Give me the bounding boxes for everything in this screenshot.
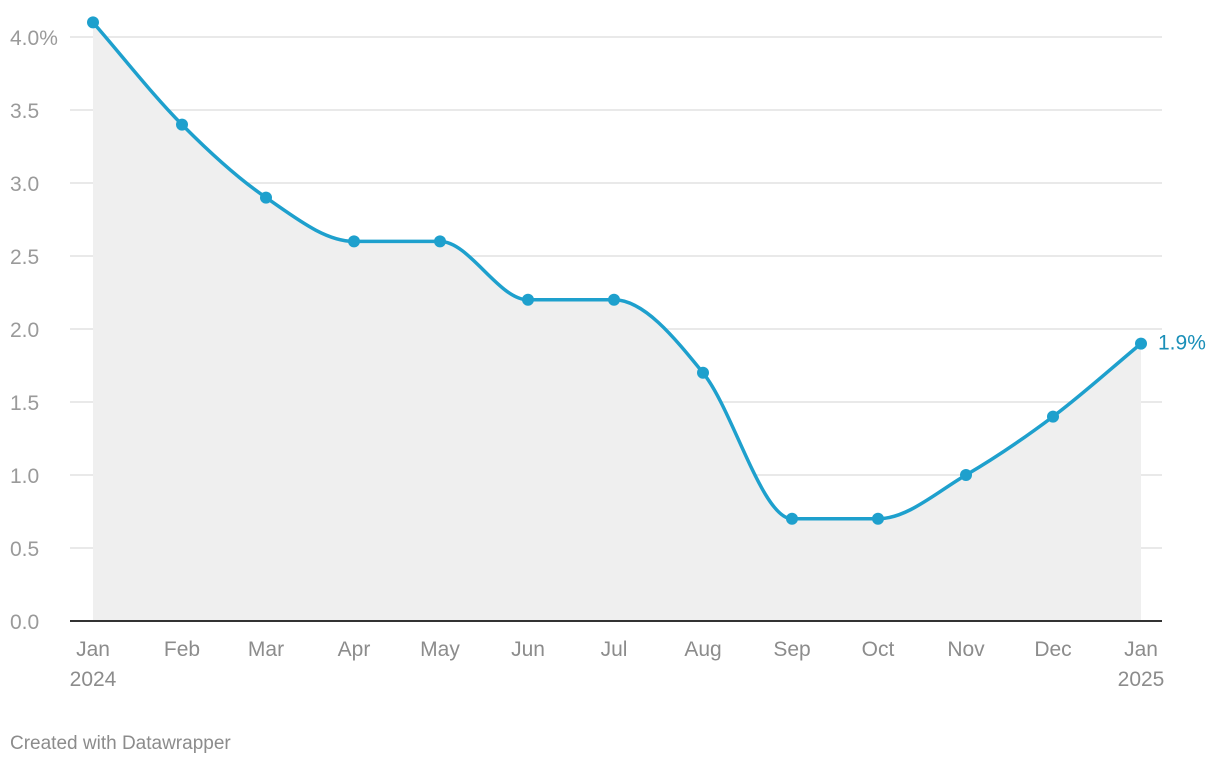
- x-tick-label: Jan: [1124, 638, 1158, 661]
- x-tick-label: Jun: [511, 638, 545, 661]
- data-point: [87, 16, 99, 29]
- x-tick-label: Aug: [684, 638, 721, 661]
- x-tick-label: Jul: [601, 638, 628, 661]
- y-tick-label: 2.0: [10, 319, 39, 342]
- y-tick-label: 3.5: [10, 100, 39, 123]
- x-tick-label: Mar: [248, 638, 284, 661]
- data-point: [786, 512, 798, 525]
- x-axis-tick-labels: Jan 2024 Feb Mar Apr May Jun Jul Aug Sep Oct Nov Dec…: [70, 638, 1165, 691]
- x-tick-label: Dec: [1034, 638, 1071, 661]
- y-tick-label: 0.5: [10, 538, 39, 561]
- end-value-label: 1.9%: [1158, 332, 1206, 355]
- data-point: [434, 235, 446, 248]
- x-tick-label: Sep: [773, 638, 810, 661]
- line-chart: 0.0 0.5 1.0 1.5 2.0 2.5 3.0 3.5 4.0% Jan 2024 Feb M…: [10, 16, 1206, 691]
- data-point: [960, 469, 972, 481]
- data-points: [87, 16, 1147, 525]
- data-point: [176, 118, 188, 131]
- x-tick-label: Feb: [164, 638, 200, 661]
- x-tick-year-label: 2025: [1118, 668, 1165, 691]
- x-tick-label: May: [420, 638, 460, 661]
- y-axis-tick-labels: 0.0 0.5 1.0 1.5 2.0 2.5 3.0 3.5 4.0%: [10, 27, 58, 634]
- y-tick-label: 3.0: [10, 173, 39, 196]
- data-point: [1135, 337, 1147, 350]
- data-point: [522, 293, 534, 306]
- data-point: [1047, 410, 1059, 423]
- x-tick-label: Oct: [862, 638, 895, 661]
- data-point: [872, 512, 884, 525]
- y-tick-label: 0.0: [10, 611, 39, 634]
- x-tick-label: Apr: [338, 638, 371, 661]
- data-point: [697, 366, 709, 379]
- y-tick-label: 1.5: [10, 392, 39, 415]
- x-tick-year-label: 2024: [70, 668, 117, 691]
- y-tick-label: 4.0%: [10, 27, 58, 50]
- data-point: [348, 235, 360, 248]
- x-tick-label: Jan: [76, 638, 110, 661]
- area-fill: [93, 22, 1141, 621]
- x-tick-label: Nov: [947, 638, 985, 661]
- y-tick-label: 1.0: [10, 465, 39, 488]
- data-point: [260, 191, 272, 204]
- data-point: [608, 293, 620, 306]
- y-tick-label: 2.5: [10, 246, 39, 269]
- credit-text: Created with Datawrapper: [10, 733, 231, 754]
